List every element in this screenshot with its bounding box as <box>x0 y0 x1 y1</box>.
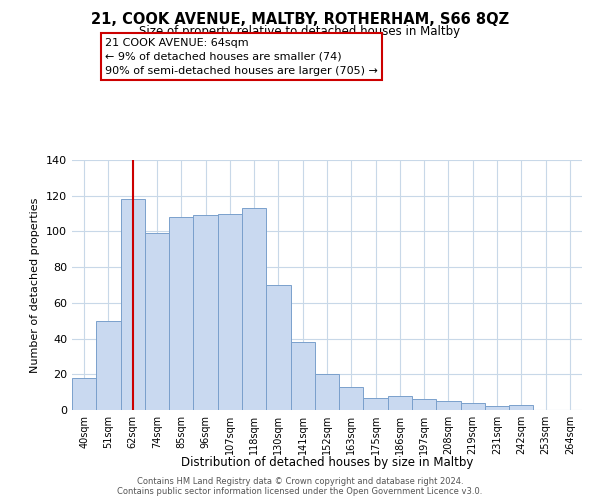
Text: Distribution of detached houses by size in Maltby: Distribution of detached houses by size … <box>181 456 473 469</box>
Text: 21, COOK AVENUE, MALTBY, ROTHERHAM, S66 8QZ: 21, COOK AVENUE, MALTBY, ROTHERHAM, S66 … <box>91 12 509 28</box>
Bar <box>96 320 121 410</box>
Bar <box>339 387 364 410</box>
Bar <box>364 398 388 410</box>
Bar <box>193 216 218 410</box>
Bar <box>461 403 485 410</box>
Bar <box>266 285 290 410</box>
Bar <box>72 378 96 410</box>
Text: 21 COOK AVENUE: 64sqm
← 9% of detached houses are smaller (74)
90% of semi-detac: 21 COOK AVENUE: 64sqm ← 9% of detached h… <box>105 38 378 76</box>
Bar <box>218 214 242 410</box>
Bar <box>436 401 461 410</box>
Bar <box>509 404 533 410</box>
Bar <box>485 406 509 410</box>
Text: Contains public sector information licensed under the Open Government Licence v3: Contains public sector information licen… <box>118 486 482 496</box>
Bar <box>290 342 315 410</box>
Y-axis label: Number of detached properties: Number of detached properties <box>31 198 40 372</box>
Bar <box>315 374 339 410</box>
Bar <box>388 396 412 410</box>
Bar <box>242 208 266 410</box>
Bar <box>169 217 193 410</box>
Bar <box>412 400 436 410</box>
Bar <box>145 233 169 410</box>
Bar <box>121 200 145 410</box>
Text: Size of property relative to detached houses in Maltby: Size of property relative to detached ho… <box>139 25 461 38</box>
Text: Contains HM Land Registry data © Crown copyright and database right 2024.: Contains HM Land Registry data © Crown c… <box>137 476 463 486</box>
